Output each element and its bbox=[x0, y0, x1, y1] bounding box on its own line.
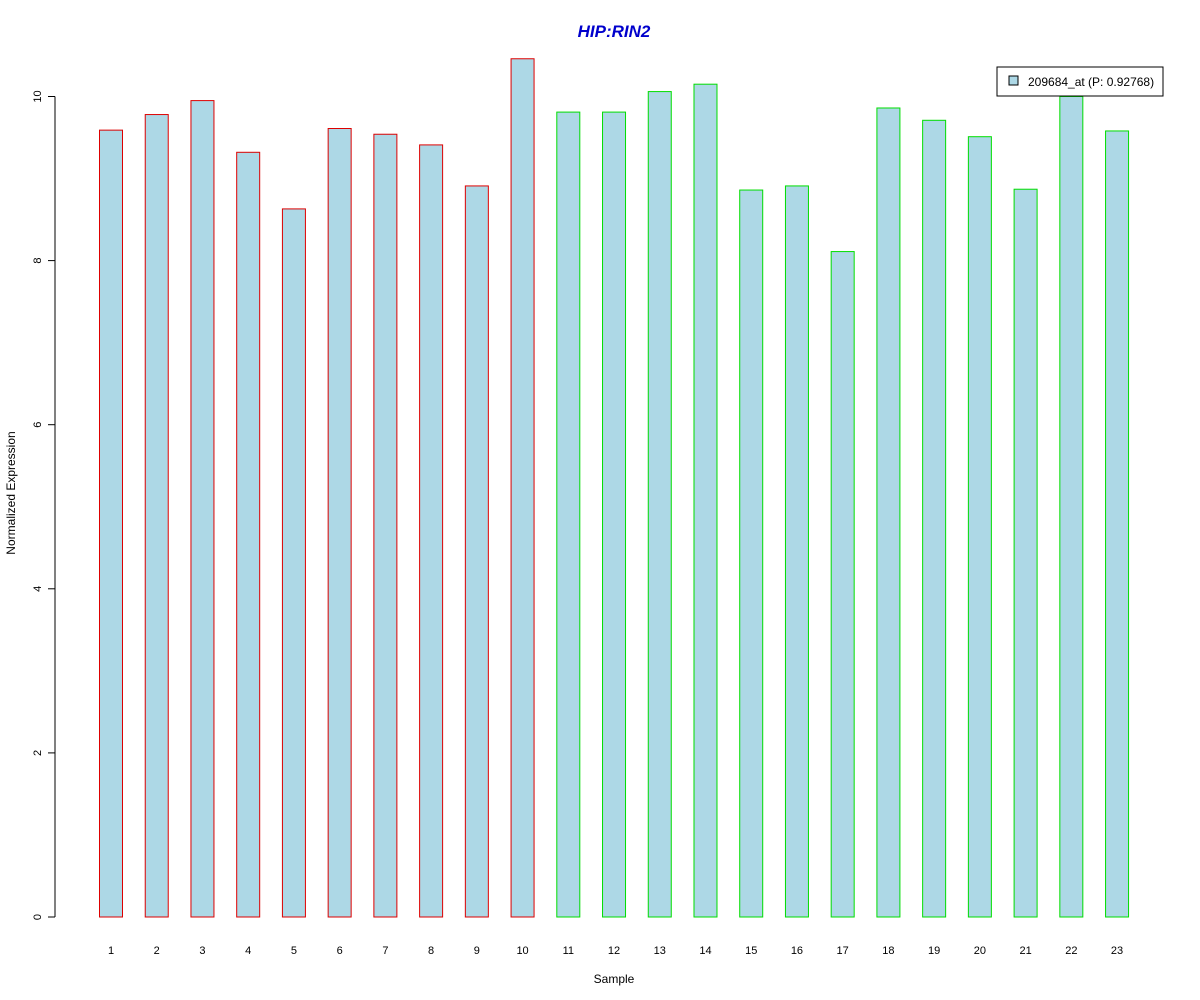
legend-swatch bbox=[1008, 75, 1019, 86]
x-tick-label: 14 bbox=[699, 945, 711, 957]
legend-box bbox=[996, 66, 1164, 97]
x-tick-label: 18 bbox=[882, 945, 894, 957]
x-tick-label: 11 bbox=[563, 945, 574, 957]
x-tick-label: 6 bbox=[337, 945, 343, 957]
bar-sample-9 bbox=[464, 185, 489, 918]
y-tick-label: 10 bbox=[32, 90, 44, 102]
x-tick-label: 16 bbox=[791, 945, 803, 957]
bar-sample-20 bbox=[967, 136, 992, 918]
y-tick-label: 8 bbox=[32, 258, 44, 264]
bar-sample-23 bbox=[1105, 130, 1130, 918]
bar-sample-16 bbox=[784, 185, 809, 918]
bar-sample-19 bbox=[922, 119, 947, 918]
bar-sample-7 bbox=[373, 133, 398, 918]
bar-sample-6 bbox=[327, 128, 352, 918]
bar-sample-17 bbox=[830, 251, 855, 918]
y-tick-label: 0 bbox=[32, 914, 44, 920]
x-tick-label: 22 bbox=[1065, 945, 1077, 957]
x-tick-label: 19 bbox=[928, 945, 940, 957]
x-tick-label: 5 bbox=[291, 945, 297, 957]
y-tick-label: 6 bbox=[32, 422, 44, 428]
x-tick-label: 15 bbox=[745, 945, 757, 957]
bar-sample-12 bbox=[602, 111, 627, 918]
x-tick-label: 3 bbox=[199, 945, 205, 957]
bar-sample-21 bbox=[1013, 188, 1038, 918]
chart-title: HIP:RIN2 bbox=[578, 22, 651, 41]
bar-sample-22 bbox=[1059, 96, 1084, 918]
x-tick-label: 20 bbox=[974, 945, 986, 957]
x-tick-label: 17 bbox=[837, 945, 849, 957]
y-axis: 0 2 4 6 8 10 bbox=[32, 90, 56, 920]
x-tick-label: 23 bbox=[1111, 945, 1123, 957]
x-axis-ticks: 1 2 3 4 5 6 7 8 9 10 11 12 13 14 15 16 17 18 19 20 21 22 23 bbox=[108, 945, 1123, 957]
y-tick-label: 2 bbox=[32, 750, 44, 756]
bar-sample-2 bbox=[144, 114, 169, 918]
x-tick-label: 12 bbox=[608, 945, 620, 957]
bar-sample-14 bbox=[693, 83, 718, 918]
bar-sample-11 bbox=[556, 111, 581, 918]
bar-sample-1 bbox=[99, 129, 123, 918]
bar-sample-15 bbox=[739, 189, 764, 918]
x-axis-label: Sample bbox=[594, 972, 635, 986]
x-tick-label: 4 bbox=[245, 945, 251, 957]
x-tick-label: 8 bbox=[428, 945, 434, 957]
bars bbox=[99, 58, 1130, 918]
x-tick-label: 21 bbox=[1019, 945, 1031, 957]
y-tick-label: 4 bbox=[32, 586, 44, 592]
bar-sample-13 bbox=[647, 91, 672, 918]
x-tick-label: 13 bbox=[654, 945, 666, 957]
x-tick-label: 9 bbox=[474, 945, 480, 957]
legend: 209684_at (P: 0.92768) bbox=[996, 66, 1164, 97]
y-axis-label: Normalized Expression bbox=[4, 431, 18, 554]
x-tick-label: 1 bbox=[108, 945, 114, 957]
bar-sample-18 bbox=[876, 107, 901, 918]
x-tick-label: 2 bbox=[154, 945, 160, 957]
x-tick-label: 7 bbox=[382, 945, 388, 957]
bar-sample-5 bbox=[281, 208, 306, 918]
bar-sample-3 bbox=[190, 100, 215, 918]
bar-sample-10 bbox=[510, 58, 535, 918]
legend-entry: 209684_at (P: 0.92768) bbox=[1028, 75, 1154, 89]
bar-sample-4 bbox=[236, 151, 261, 918]
x-tick-label: 10 bbox=[516, 945, 528, 957]
bar-sample-8 bbox=[419, 144, 444, 918]
